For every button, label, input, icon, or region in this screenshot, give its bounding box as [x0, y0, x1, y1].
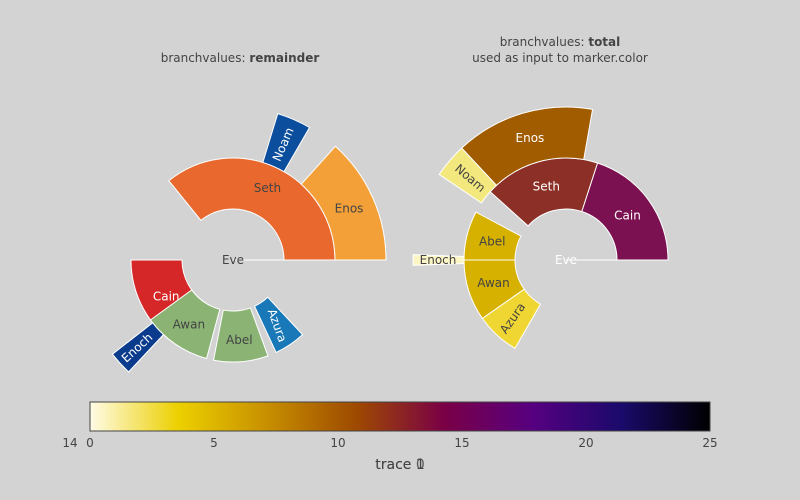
sector-label-seth: Seth	[254, 181, 281, 195]
colorbar-tick-0: 0	[86, 436, 94, 450]
colorbar-tick-25: 25	[702, 436, 717, 450]
sector-label-enos: Enos	[335, 201, 364, 215]
chart-2-title: branchvalues: total	[500, 35, 621, 49]
colorbar	[89, 401, 711, 432]
colorbar-tick-10: 10	[330, 436, 345, 450]
sector-azura[interactable]	[253, 296, 304, 354]
sector-azura[interactable]	[481, 288, 542, 350]
sector-label-abel: Abel	[226, 333, 253, 347]
sector-label-cain: Cain	[614, 208, 641, 222]
colorbar-tick-5: 5	[210, 436, 218, 450]
chart-1-title: branchvalues: remainder	[161, 51, 320, 65]
colorbar-title-overlap: trace 0	[375, 457, 425, 473]
colorbar-tick-20: 20	[578, 436, 593, 450]
sector-label-eve: Eve	[555, 253, 577, 267]
sector-label-awan: Awan	[173, 317, 206, 331]
sector-cain[interactable]	[581, 162, 669, 261]
sector-abel[interactable]	[212, 307, 269, 363]
colorbar-tick-15: 15	[454, 436, 469, 450]
colorbar-title: trace 1	[375, 457, 425, 473]
sector-label-cain: Cain	[153, 289, 180, 303]
sector-label-seth: Seth	[533, 180, 560, 194]
sector-noam[interactable]	[262, 113, 311, 173]
colorbar-stray-tick: 14	[62, 436, 77, 450]
sector-enoch[interactable]	[412, 254, 465, 266]
sector-label-enos: Enos	[516, 131, 545, 145]
colorbar-ticks: 0 5 10 15 20 25	[86, 436, 717, 450]
sector-enos[interactable]	[300, 145, 387, 261]
sector-label-abel: Abel	[479, 235, 506, 249]
sector-noam[interactable]	[438, 147, 498, 204]
sector-label-eve: Eve	[222, 253, 244, 267]
sector-label-enoch: Enoch	[420, 253, 457, 267]
chart-2-subtitle: used as input to marker.color	[472, 51, 648, 65]
sector-label-awan: Awan	[477, 276, 510, 290]
sector-enoch[interactable]	[111, 322, 165, 373]
